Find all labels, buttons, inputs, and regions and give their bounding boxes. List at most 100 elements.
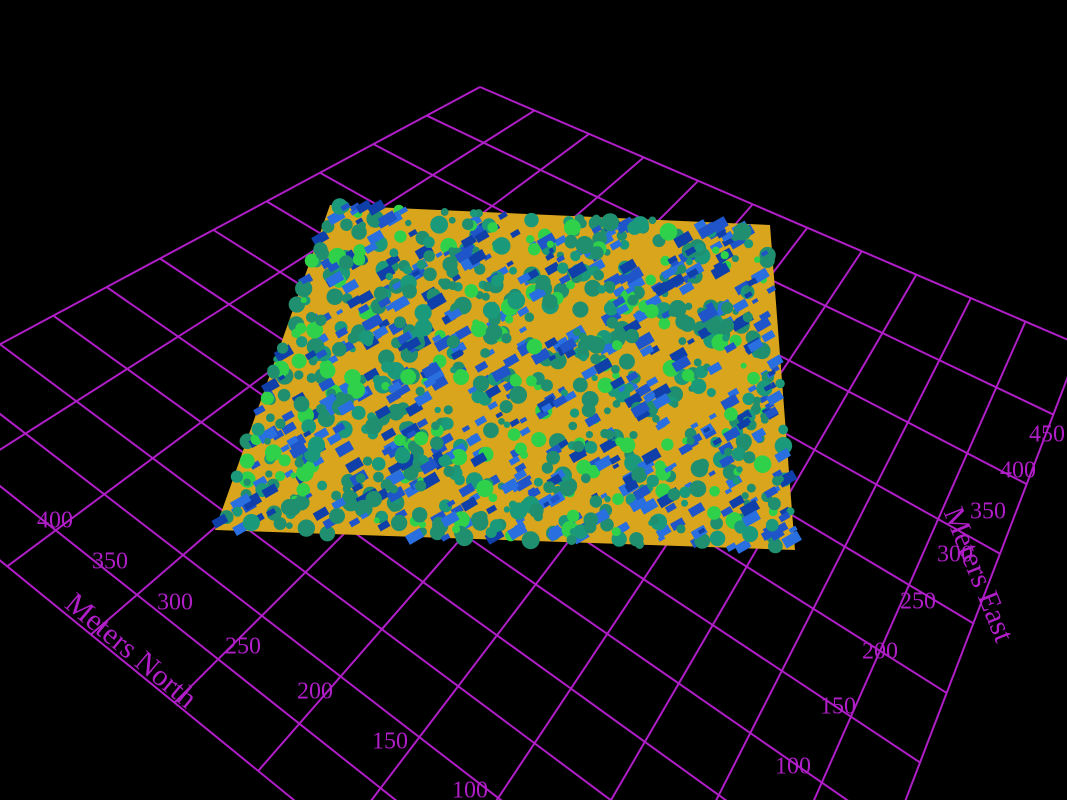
tree [671, 400, 679, 408]
tree [629, 430, 638, 440]
building [331, 497, 347, 511]
tree [450, 448, 468, 466]
building [751, 297, 759, 305]
building [253, 404, 266, 416]
grid-line [0, 412, 503, 800]
tree [611, 526, 621, 537]
tree [619, 437, 636, 454]
tree [487, 222, 498, 233]
building [506, 260, 514, 268]
building [435, 251, 443, 258]
tree [393, 434, 406, 447]
building [500, 477, 520, 495]
tree [414, 318, 433, 337]
tree [306, 373, 317, 383]
building [558, 439, 569, 449]
tree [296, 464, 314, 482]
building [778, 511, 791, 523]
grid-line [479, 86, 1067, 341]
tree [452, 525, 461, 534]
tree [710, 516, 723, 530]
building [346, 295, 363, 309]
tree [294, 370, 304, 380]
tree [378, 349, 395, 366]
building [452, 274, 461, 282]
tree [389, 248, 399, 258]
tree [300, 297, 307, 304]
building [363, 313, 384, 331]
building [549, 494, 561, 504]
tree [557, 262, 569, 274]
tree [735, 433, 752, 450]
building [392, 280, 403, 291]
building [761, 329, 776, 343]
tree [340, 218, 353, 232]
tree [661, 438, 674, 451]
tree [278, 454, 291, 467]
tree [389, 484, 399, 494]
building [669, 462, 678, 469]
east-tick-label: 300 [937, 542, 973, 568]
building [318, 377, 336, 392]
building [720, 505, 734, 518]
tree [644, 304, 659, 319]
tree [472, 319, 480, 327]
tree [503, 421, 511, 428]
building [211, 513, 229, 529]
building [616, 270, 634, 285]
building [487, 401, 499, 411]
tree [679, 486, 691, 499]
building [351, 482, 363, 493]
tree [431, 421, 440, 431]
building [467, 249, 487, 266]
tree [694, 243, 705, 253]
building [655, 420, 667, 431]
building [474, 360, 489, 373]
tree [572, 440, 585, 453]
tree [593, 269, 604, 281]
tree [533, 477, 543, 487]
tree [566, 280, 575, 290]
tree [291, 353, 307, 369]
building [312, 506, 330, 522]
tree [646, 474, 659, 488]
tree [413, 453, 420, 461]
tree [569, 528, 577, 536]
tree [274, 470, 286, 482]
building [667, 273, 686, 289]
tree [293, 396, 310, 413]
building [767, 369, 776, 377]
building [385, 390, 402, 404]
building [460, 496, 478, 512]
tree [654, 460, 666, 472]
tree [306, 337, 325, 356]
tree [627, 294, 639, 306]
tree [296, 336, 308, 348]
tree [385, 272, 394, 281]
tree [461, 218, 474, 230]
tree [581, 390, 599, 408]
building [646, 376, 659, 388]
tree [352, 253, 366, 266]
tree [767, 497, 781, 511]
building [514, 462, 527, 473]
tree [329, 508, 345, 524]
tree [498, 418, 505, 425]
building [702, 426, 711, 434]
building [584, 412, 602, 428]
east-tick-label: 150 [820, 694, 856, 720]
tree [464, 284, 479, 298]
east-tick-label: 400 [1000, 458, 1036, 484]
tree [533, 511, 543, 522]
building [632, 484, 651, 501]
building [747, 338, 764, 353]
tree [741, 492, 749, 500]
building [450, 349, 464, 361]
point-cloud [211, 198, 802, 554]
building [507, 522, 528, 541]
tree [239, 453, 255, 469]
tree [355, 473, 366, 484]
tree [540, 379, 553, 392]
tree [686, 436, 695, 445]
building [630, 400, 651, 419]
